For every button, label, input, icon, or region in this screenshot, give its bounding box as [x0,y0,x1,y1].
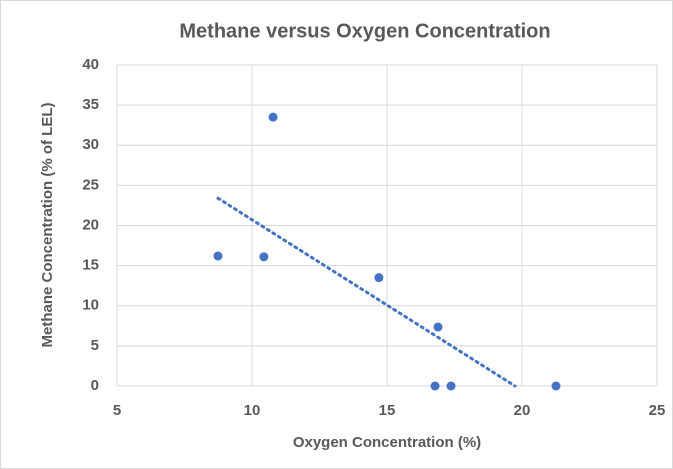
data-point [268,112,278,122]
y-tick-label: 20 [82,216,99,233]
y-tick-label: 0 [91,377,99,394]
y-tick-label: 35 [82,96,99,113]
data-point [259,252,269,262]
x-axis-title: Oxygen Concentration (%) [293,434,481,451]
data-point [374,273,384,283]
x-tick-label: 15 [379,402,396,419]
y-tick-label: 15 [82,257,99,274]
data-point [433,322,443,332]
y-tick-label: 40 [82,56,99,73]
x-tick-label: 20 [514,402,531,419]
y-axis-title: Methane Concentration (% of LEL) [39,103,56,348]
data-point [430,381,440,391]
x-tick-label: 10 [244,402,261,419]
data-point [213,251,223,261]
x-tick-label: 25 [649,402,666,419]
data-point [551,381,561,391]
y-tick-label: 30 [82,136,99,153]
data-point [446,381,456,391]
trendline [216,196,517,388]
x-tick-label: 5 [113,402,121,419]
y-tick-label: 5 [91,337,99,354]
y-tick-label: 10 [82,297,99,314]
chart-title: Methane versus Oxygen Concentration [179,20,550,42]
y-tick-label: 25 [82,176,99,193]
